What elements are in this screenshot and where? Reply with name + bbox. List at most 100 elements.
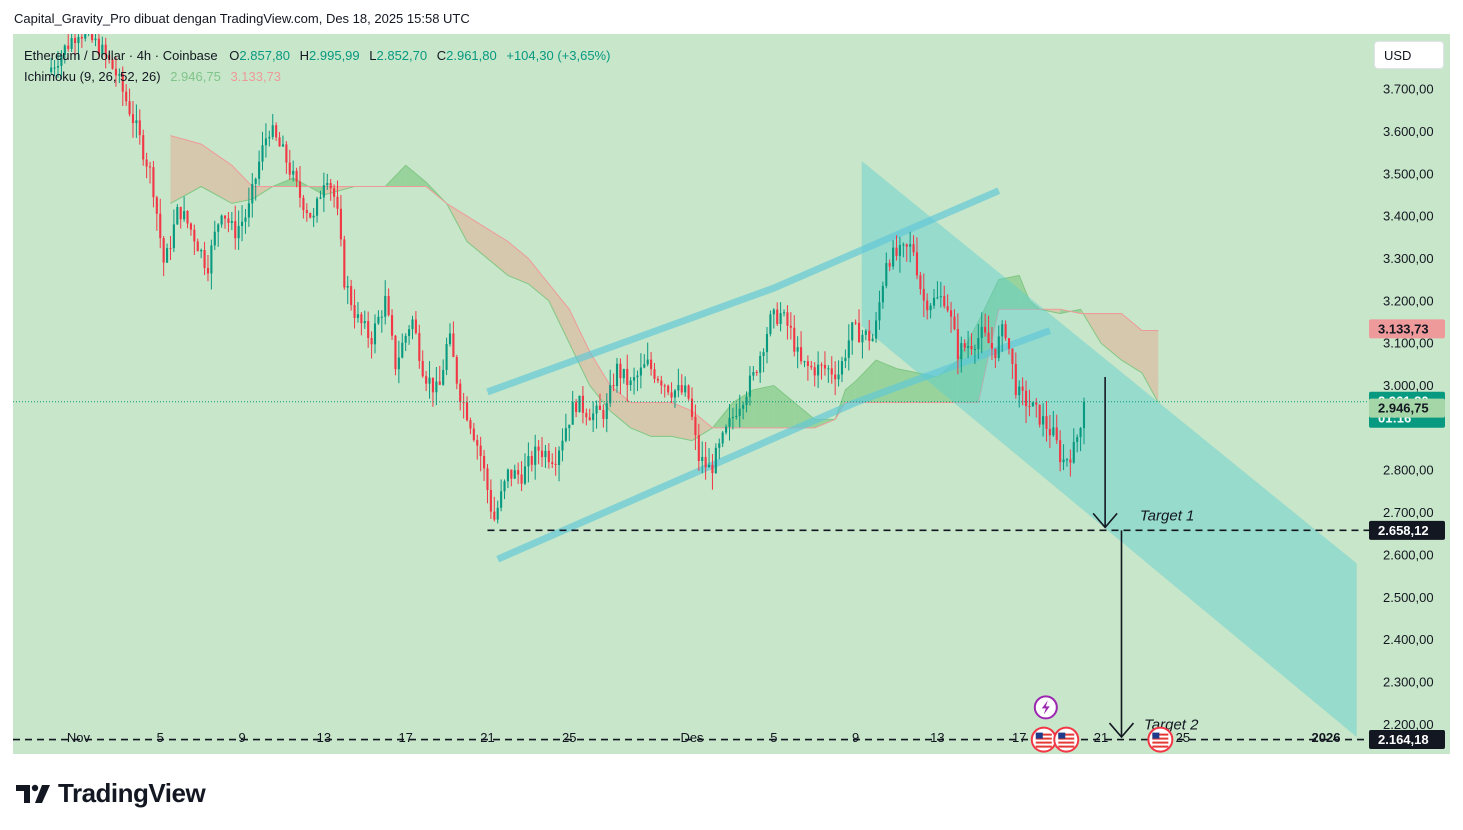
candle-body (663, 385, 666, 387)
symbol-name[interactable]: Ethereum / Dollar · 4h · Coinbase (24, 48, 218, 63)
indicator-name[interactable]: Ichimoku (9, 26, 52, 26) (24, 69, 161, 84)
rising-channel-upper-line[interactable] (486, 187, 1001, 396)
candle-body (898, 245, 901, 256)
candle-body (612, 385, 615, 387)
flash-event-icon[interactable] (1033, 695, 1058, 720)
price-tick-label: 2.600,00 (1383, 547, 1434, 562)
candle-body (1038, 404, 1041, 425)
candle-body (179, 206, 182, 220)
candle-body (929, 305, 932, 311)
time-axis[interactable]: Nov 5 9 13 17 21 25 Des 5 9 13 17 21 25 2026 (67, 730, 1341, 745)
lightning-bolt-icon (1041, 700, 1050, 715)
candle-body (510, 469, 513, 479)
candle-body (1001, 324, 1004, 337)
candle-body (953, 316, 956, 330)
candle-body (1007, 338, 1011, 349)
candles-layer (50, 34, 1086, 524)
candle-body (813, 367, 816, 376)
time-tick-label: 13 (930, 730, 944, 745)
us-flag-event-icon[interactable] (1053, 726, 1080, 753)
candle-body (840, 361, 844, 375)
time-tick-label: 2026 (1312, 730, 1341, 745)
candle-body (227, 218, 230, 223)
price-label-badge (1369, 730, 1445, 750)
candle-body (885, 263, 888, 286)
candle-body (997, 336, 1000, 359)
indicator-value-span-a: 2.946,75 (170, 69, 221, 84)
candle-body (223, 215, 227, 219)
candle-body (176, 206, 179, 225)
ichimoku-cloud-segment (610, 385, 631, 428)
candle-body (435, 381, 438, 393)
candle-body (1042, 416, 1045, 425)
candle-body (148, 166, 152, 168)
tradingview-logo-icon (16, 784, 50, 803)
event-icons[interactable] (1030, 695, 1174, 753)
candle-body (448, 333, 452, 345)
candle-body (367, 321, 370, 339)
candle-body (322, 185, 325, 198)
candle-body (94, 38, 97, 41)
candle-body (500, 491, 503, 508)
candle-body (786, 312, 789, 326)
high-label: H (299, 48, 310, 63)
candle-body (63, 45, 66, 55)
tradingview-logo[interactable]: TradingView (16, 778, 206, 808)
candle-body (1076, 437, 1079, 443)
candle-body (585, 412, 588, 418)
rising-channel-lower-line[interactable] (496, 327, 1052, 563)
currency-button[interactable]: USD (1374, 41, 1444, 69)
candle-body (909, 244, 912, 247)
candle-body (990, 342, 994, 349)
us-flag-event-icon[interactable] (1030, 726, 1057, 753)
candle-body (125, 91, 128, 102)
candle-body (220, 215, 223, 225)
falling-channel[interactable] (861, 161, 1357, 738)
us-flag-event-icon[interactable] (1147, 726, 1174, 753)
candle-body (622, 368, 625, 379)
candle-body (653, 369, 656, 379)
candle-body (339, 208, 342, 240)
candle-body (189, 223, 192, 230)
target-2-arrow-head (1108, 722, 1135, 739)
flag-stripe (1152, 745, 1169, 748)
candle-body (319, 197, 322, 199)
candle-body (650, 359, 653, 370)
candle-body (871, 338, 874, 341)
candle-body (230, 221, 233, 223)
ichimoku-cloud-segment (773, 385, 795, 428)
chart-area[interactable] (13, 34, 1450, 754)
candle-body (892, 247, 895, 267)
price-label-value: 2.658,12 (1378, 523, 1429, 538)
ichimoku-cloud-segment (405, 165, 427, 187)
candle-body (295, 170, 298, 182)
ichimoku-cloud-segment (998, 275, 1020, 310)
candle-body (762, 352, 765, 357)
candle-body (949, 310, 953, 317)
price-axis[interactable]: 3.700,00 3.600,00 3.500,00 3.400,00 3.300,00… (1369, 34, 1450, 754)
time-tick-label: 25 (1176, 730, 1190, 745)
indicator-legend-row: Ichimoku (9, 26, 52, 26) 2.946,75 3.133,… (24, 66, 610, 87)
ichimoku-cloud-segment (1101, 313, 1122, 361)
candle-body (718, 443, 721, 448)
candle-body (258, 161, 261, 179)
price-tick-label: 2.300,00 (1383, 675, 1434, 690)
candle-body (302, 197, 305, 211)
candle-body (404, 335, 407, 343)
ichimoku-cloud-layer (170, 135, 1159, 442)
channel-drawings[interactable] (486, 161, 1357, 738)
candle-body (844, 357, 847, 362)
candle-body (401, 342, 404, 358)
candle-body (861, 334, 864, 343)
candle-body (598, 405, 602, 410)
candle-body (690, 398, 694, 417)
candle-body (377, 316, 380, 324)
flag-canton (1152, 732, 1160, 739)
chart-legend: Ethereum / Dollar · 4h · Coinbase O2.857… (24, 45, 610, 87)
candle-body (251, 183, 254, 204)
candle-body (101, 44, 104, 55)
candle-body (731, 416, 734, 418)
candle-body (200, 250, 203, 252)
candle-body (670, 392, 673, 398)
